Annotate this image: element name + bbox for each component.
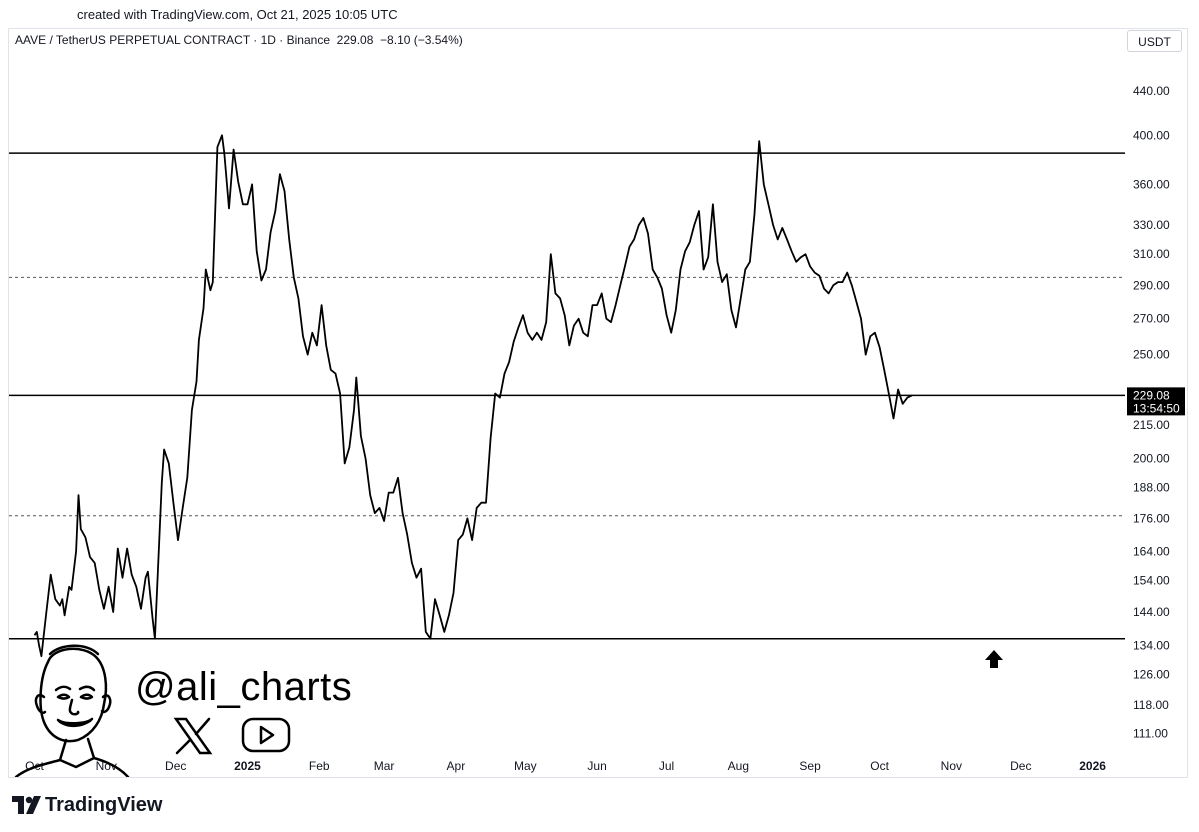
price-axis-tick-label: 134.00 xyxy=(1133,639,1170,653)
avatar-illustration xyxy=(14,644,130,777)
price-axis-tick-label: 111.00 xyxy=(1133,726,1168,740)
last-price-badge xyxy=(1127,387,1185,416)
horizontal-levels xyxy=(9,152,1125,640)
youtube-icon xyxy=(241,717,291,753)
time-axis-tick-label: Feb xyxy=(309,759,330,773)
currency-selector[interactable]: USDT xyxy=(1127,30,1182,52)
time-axis-tick-label: Dec xyxy=(1010,759,1031,773)
price-axis-tick-label: 250.00 xyxy=(1133,348,1170,362)
price-axis-tick-label: 310.00 xyxy=(1133,247,1170,261)
symbol-legend[interactable]: AAVE / TetherUS PERPETUAL CONTRACT · 1D … xyxy=(15,33,463,47)
time-axis-tick-label: Jun xyxy=(587,759,606,773)
time-axis-tick-label: Apr xyxy=(447,759,466,773)
tradingview-brand[interactable]: TradingView xyxy=(45,794,163,816)
price-axis-tick-label: 164.00 xyxy=(1133,544,1170,558)
legend-symbol: AAVE / TetherUS PERPETUAL CONTRACT · 1D … xyxy=(15,33,330,47)
price-axis-tick-label: 290.00 xyxy=(1133,278,1170,292)
price-axis-tick-label: 118.00 xyxy=(1133,698,1169,712)
time-axis-tick-label: Nov xyxy=(941,759,962,773)
x-logo-icon xyxy=(173,717,213,755)
time-axis-tick-label: Mar xyxy=(374,759,395,773)
price-axis-tick-label: 154.00 xyxy=(1133,574,1170,588)
price-axis-tick-label: 188.00 xyxy=(1133,481,1170,495)
legend-price: 229.08 xyxy=(336,33,374,47)
price-axis: 440.00 400.00 360.00 330.00 310.00 290.00 270.… xyxy=(1133,84,1170,741)
time-axis-tick-label: Oct xyxy=(870,759,889,773)
time-axis-tick-label: 2026 xyxy=(1079,759,1106,773)
price-axis-tick-label: 144.00 xyxy=(1133,605,1170,619)
price-series-line xyxy=(33,134,913,658)
price-axis-tick-label: 270.00 xyxy=(1133,312,1170,326)
last-price-countdown: 13:54:50 xyxy=(1133,401,1180,415)
price-axis-tick-label: 176.00 xyxy=(1133,511,1170,525)
tradingview-logo-icon xyxy=(12,796,41,814)
price-axis-tick-label: 330.00 xyxy=(1133,218,1170,232)
time-axis-tick-label: Jul xyxy=(659,759,674,773)
legend-change: −8.10 (−3.54%) xyxy=(380,33,463,47)
price-axis-tick-label: 215.00 xyxy=(1133,418,1170,432)
time-axis-tick-label: Nov xyxy=(96,759,117,773)
created-with-caption: created with TradingView.com, Oct 21, 20… xyxy=(77,7,398,22)
time-axis: Oct Nov Dec 2025 Feb Mar Apr May Jun Jul Aug Sep Oct… xyxy=(25,759,1106,773)
time-axis-tick-label: 2025 xyxy=(234,759,261,773)
price-axis-tick-label: 200.00 xyxy=(1133,452,1170,466)
time-axis-tick-label: Dec xyxy=(165,759,186,773)
last-price-value: 229.08 xyxy=(1133,388,1170,402)
up-arrow-icon xyxy=(985,650,1003,668)
price-axis-tick-label: 360.00 xyxy=(1133,177,1170,191)
price-axis-tick-label: 126.00 xyxy=(1133,667,1170,681)
price-axis-tick-label: 400.00 xyxy=(1133,128,1170,142)
time-axis-tick-label: May xyxy=(514,759,537,773)
time-axis-tick-label: Aug xyxy=(728,759,749,773)
time-axis-tick-label: Sep xyxy=(799,759,821,773)
watermark-handle: @ali_charts xyxy=(135,665,353,709)
price-series xyxy=(33,134,913,658)
price-axis-tick-label: 440.00 xyxy=(1133,84,1170,98)
